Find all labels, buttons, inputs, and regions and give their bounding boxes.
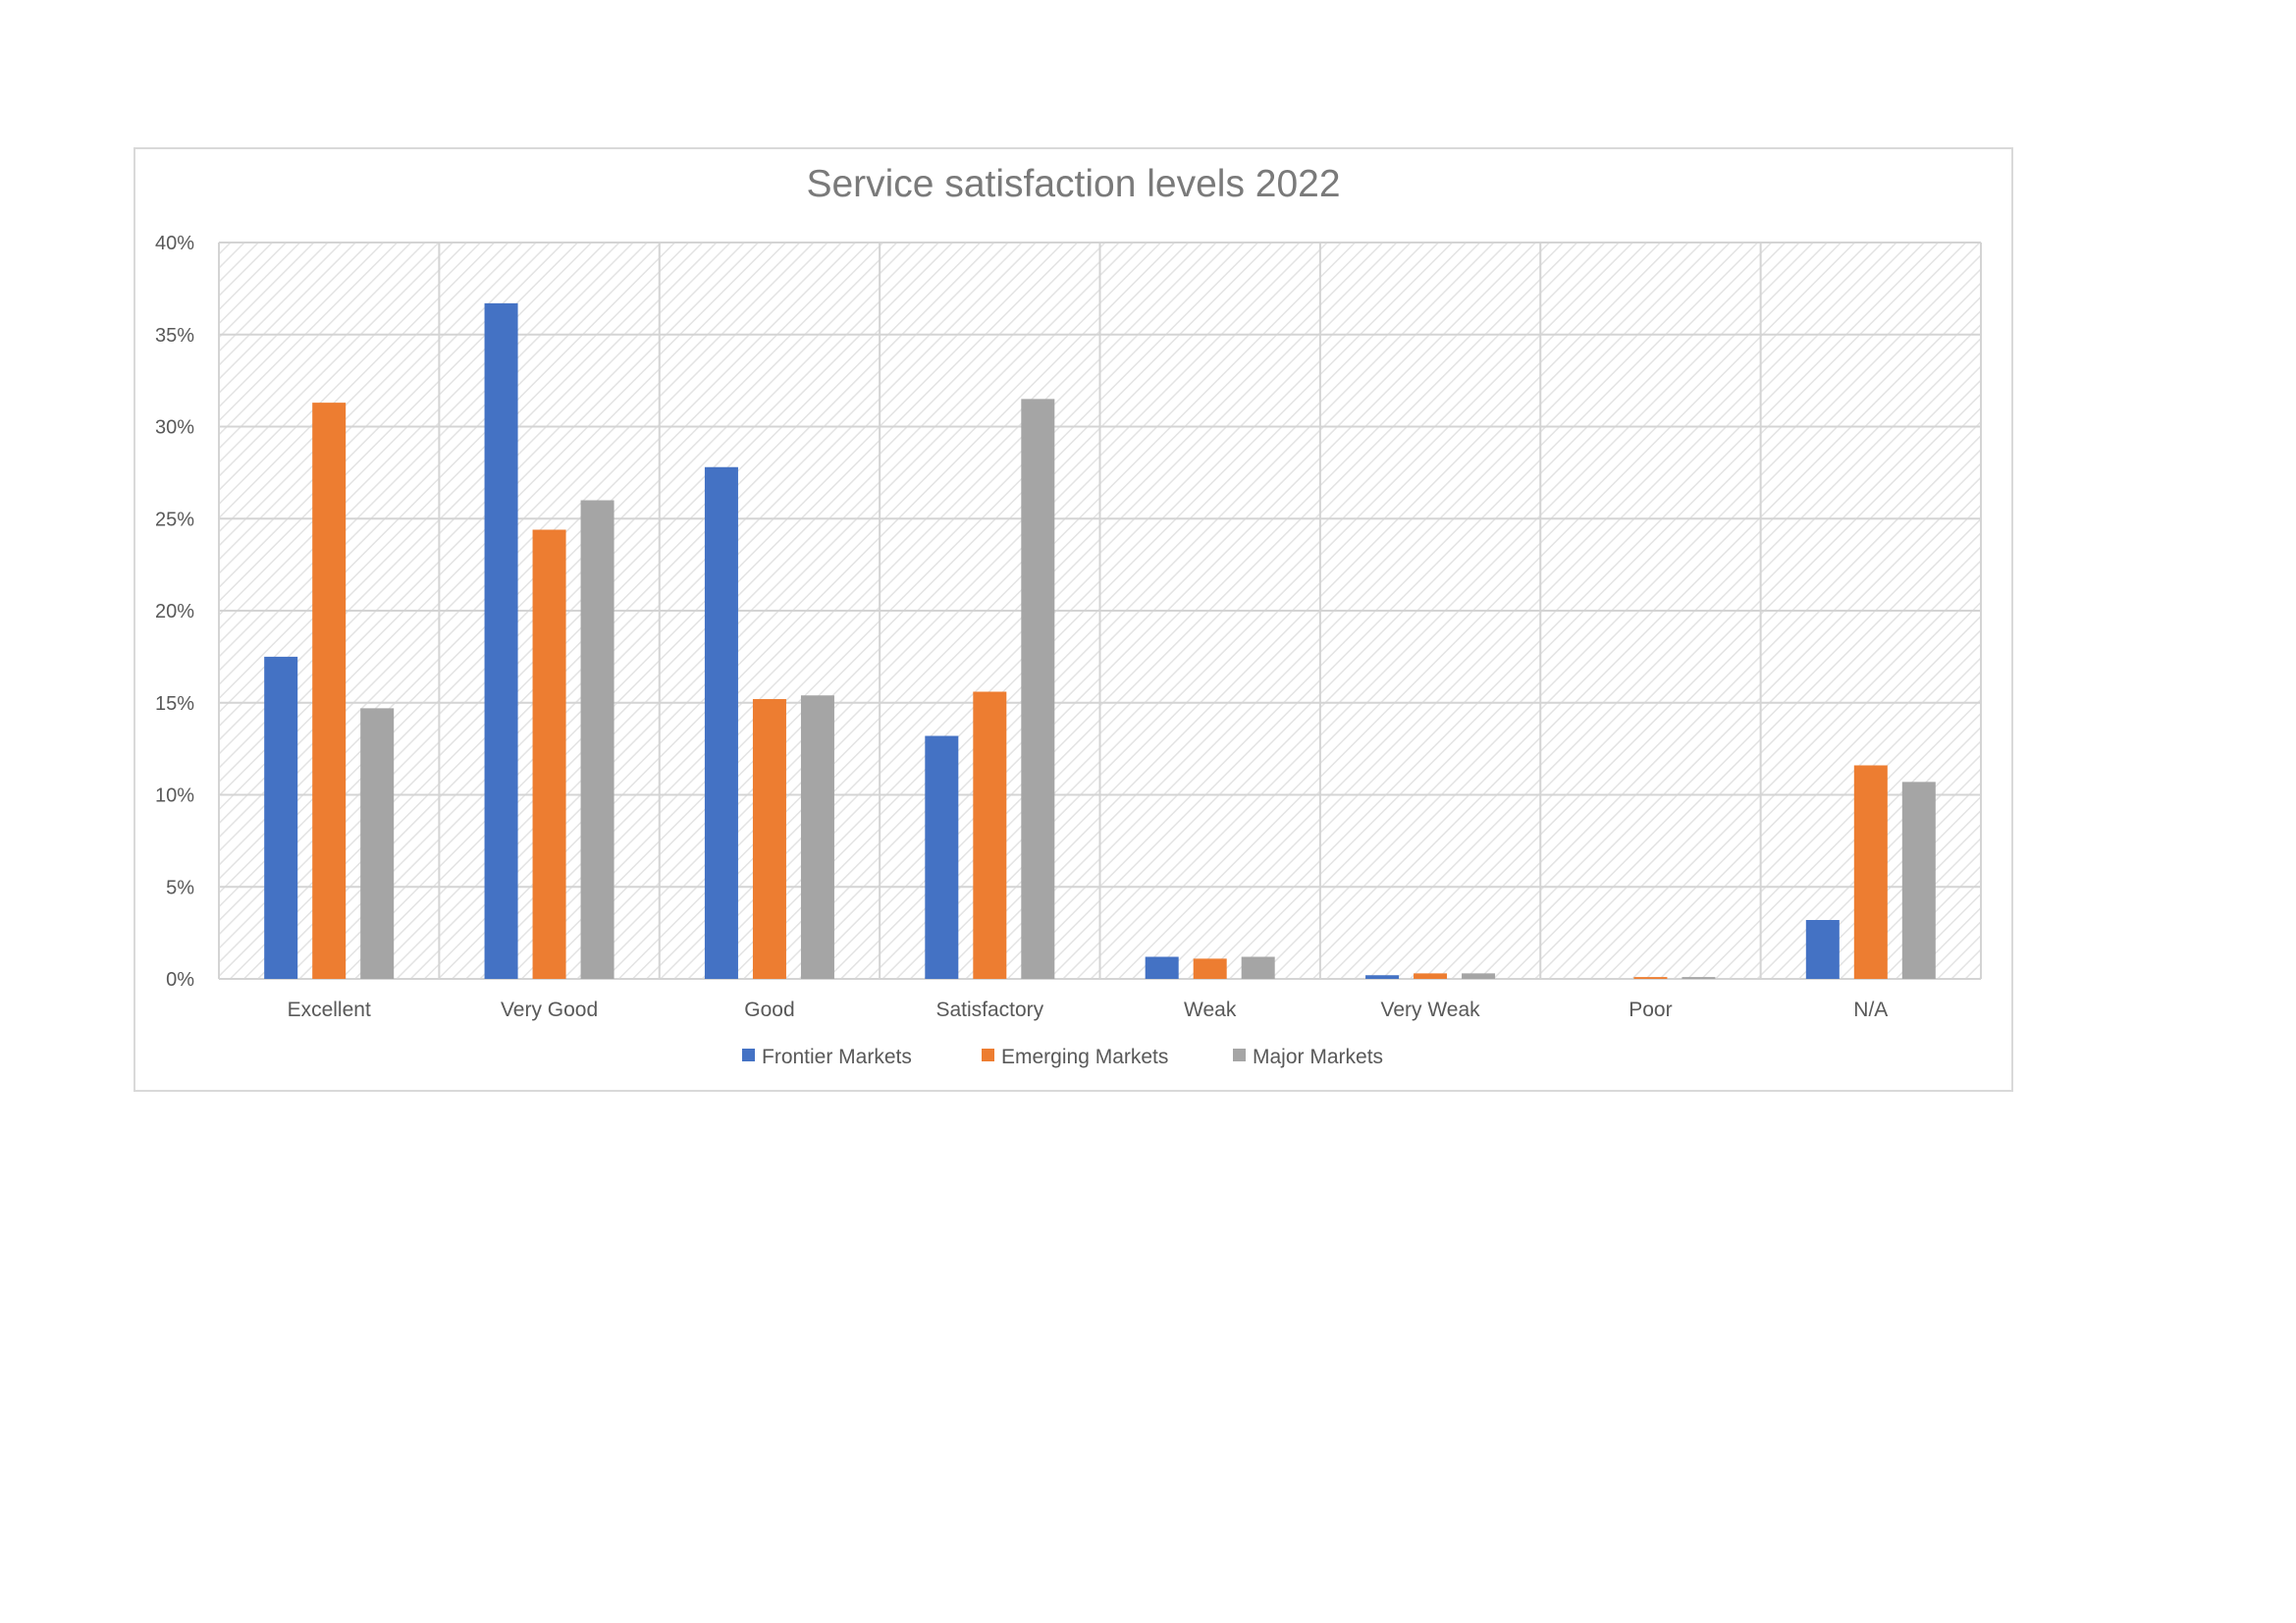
x-tick-label: Excellent [288, 999, 371, 1021]
y-tick-label: 35% [155, 325, 194, 347]
y-tick-label: 10% [155, 785, 194, 807]
bar [1365, 975, 1400, 979]
bar [532, 529, 566, 979]
bar [1805, 920, 1840, 979]
y-axis: 0% 5% 10% 15% 20% 25% 30% 35% 40% [155, 233, 194, 991]
y-tick-label: 40% [155, 233, 194, 254]
legend-label: Major Markets [1253, 1046, 1383, 1068]
bar [264, 656, 298, 979]
legend-label: Emerging Markets [1001, 1046, 1168, 1068]
y-tick-label: 25% [155, 509, 194, 530]
x-tick-label: Poor [1629, 999, 1672, 1021]
bar [1853, 765, 1888, 979]
legend-swatch [982, 1049, 994, 1061]
bar [484, 302, 518, 979]
bars [264, 302, 1936, 979]
bar [973, 691, 1007, 979]
legend-swatch [1233, 1049, 1246, 1061]
bar [1682, 977, 1716, 979]
bar [1021, 399, 1055, 979]
bar [752, 699, 786, 979]
x-tick-label: Very Weak [1380, 999, 1480, 1021]
bar [1462, 973, 1496, 979]
chart-title: Service satisfaction levels 2022 [806, 163, 1341, 205]
x-tick-label: Very Good [501, 999, 598, 1021]
bar [925, 735, 959, 979]
x-tick-label: Satisfactory [935, 999, 1043, 1021]
bar [312, 403, 347, 979]
bar [1193, 958, 1227, 979]
x-tick-label: Good [744, 999, 794, 1021]
x-tick-label: Weak [1184, 999, 1237, 1021]
bar [1241, 956, 1275, 979]
bar [1633, 977, 1668, 979]
bar [580, 500, 614, 979]
legend-swatch [742, 1049, 755, 1061]
bar [1145, 956, 1179, 979]
bar [1901, 782, 1936, 979]
y-tick-label: 0% [166, 969, 194, 991]
x-axis: Excellent Very Good Good Satisfactory Weak Ve… [288, 999, 1889, 1021]
y-tick-label: 15% [155, 693, 194, 715]
x-tick-label: N/A [1853, 999, 1888, 1021]
bar [360, 708, 395, 979]
y-tick-label: 30% [155, 417, 194, 439]
y-tick-label: 5% [166, 877, 194, 898]
bar [1414, 973, 1448, 979]
bar [800, 695, 834, 979]
legend-label: Frontier Markets [762, 1046, 912, 1068]
y-tick-label: 20% [155, 601, 194, 622]
bar [704, 466, 738, 979]
legend: Frontier Markets Emerging Markets Major Ma… [742, 1046, 1383, 1068]
